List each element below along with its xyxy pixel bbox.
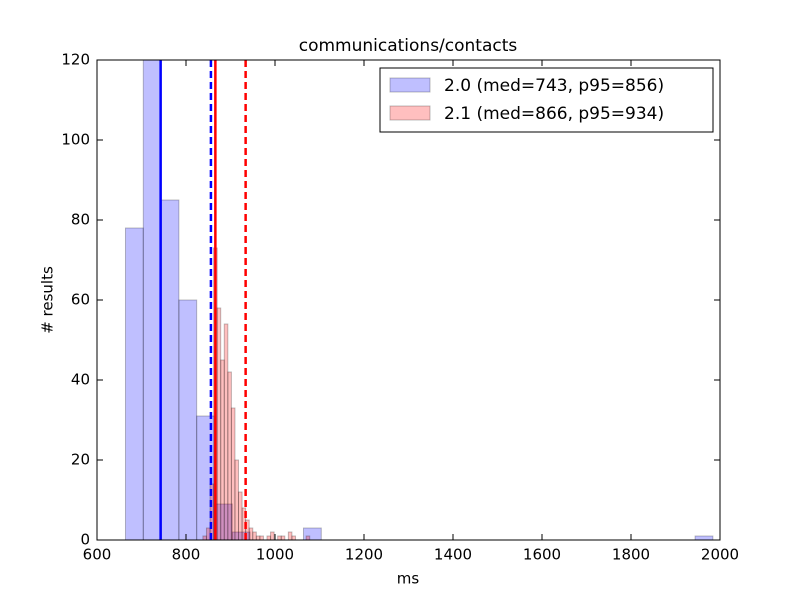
histogram-bar [142,60,162,540]
x-axis-label: ms [397,570,420,588]
histogram-bar [227,371,232,540]
histogram-bar [302,527,322,540]
legend-label: 2.1 (med=866, p95=934) [444,104,664,124]
histogram-bar [694,535,714,540]
x-tick-label: 1200 [345,546,383,564]
histogram-bar [248,527,254,540]
plot-area [124,60,714,540]
histogram-bar [202,535,207,540]
histogram-bar [280,535,286,540]
histogram-bar [216,307,222,540]
x-tick-label: 1400 [434,546,472,564]
histogram-bar [205,527,211,540]
y-tick-label: 0 [80,531,90,549]
histogram-bar [266,535,272,540]
histogram-bar [160,199,180,540]
histogram-bar [223,323,229,540]
y-tick-label: 100 [61,131,90,149]
x-tick-label: 600 [83,546,112,564]
x-tick-label: 800 [172,546,201,564]
x-tick-label: 1800 [612,546,650,564]
legend-label: 2.0 (med=743, p95=856) [444,76,664,96]
histogram-bar [178,299,198,540]
histogram-bar [252,531,257,540]
histogram-bar [245,519,250,540]
y-axis-label: # results [39,266,57,334]
histogram-bar [255,535,261,540]
histogram-bar [259,535,264,540]
y-tick-label: 80 [71,211,90,229]
histogram-bar [291,535,296,540]
histogram-bar [234,459,240,540]
legend-swatch [389,77,431,93]
legend: 2.0 (med=743, p95=856) 2.1 (med=866, p95=… [379,67,714,133]
y-tick-label: 60 [71,291,90,309]
axes: 600 800 1000 1200 1400 1600 1800 2000 0 20 40 60 80 1… [61,51,739,564]
histogram-bar [270,531,275,540]
histogram-bar [305,535,311,540]
y-tick-label: 20 [71,451,90,469]
legend-swatch [389,105,431,121]
y-tick-label: 120 [61,51,90,69]
histogram-bar [277,535,282,540]
y-tick-label: 40 [71,371,90,389]
x-tick-label: 2000 [701,546,739,564]
histogram-bar [230,407,236,540]
x-tick-label: 1600 [523,546,561,564]
histogram-bar [124,227,144,540]
chart-title: communications/contacts [299,36,518,56]
histogram-bar [287,531,293,540]
histogram-bar [231,531,251,540]
legend-box [379,67,714,133]
histogram-bar [220,359,225,540]
histogram-bar [238,491,243,540]
x-tick-label: 1000 [256,546,294,564]
